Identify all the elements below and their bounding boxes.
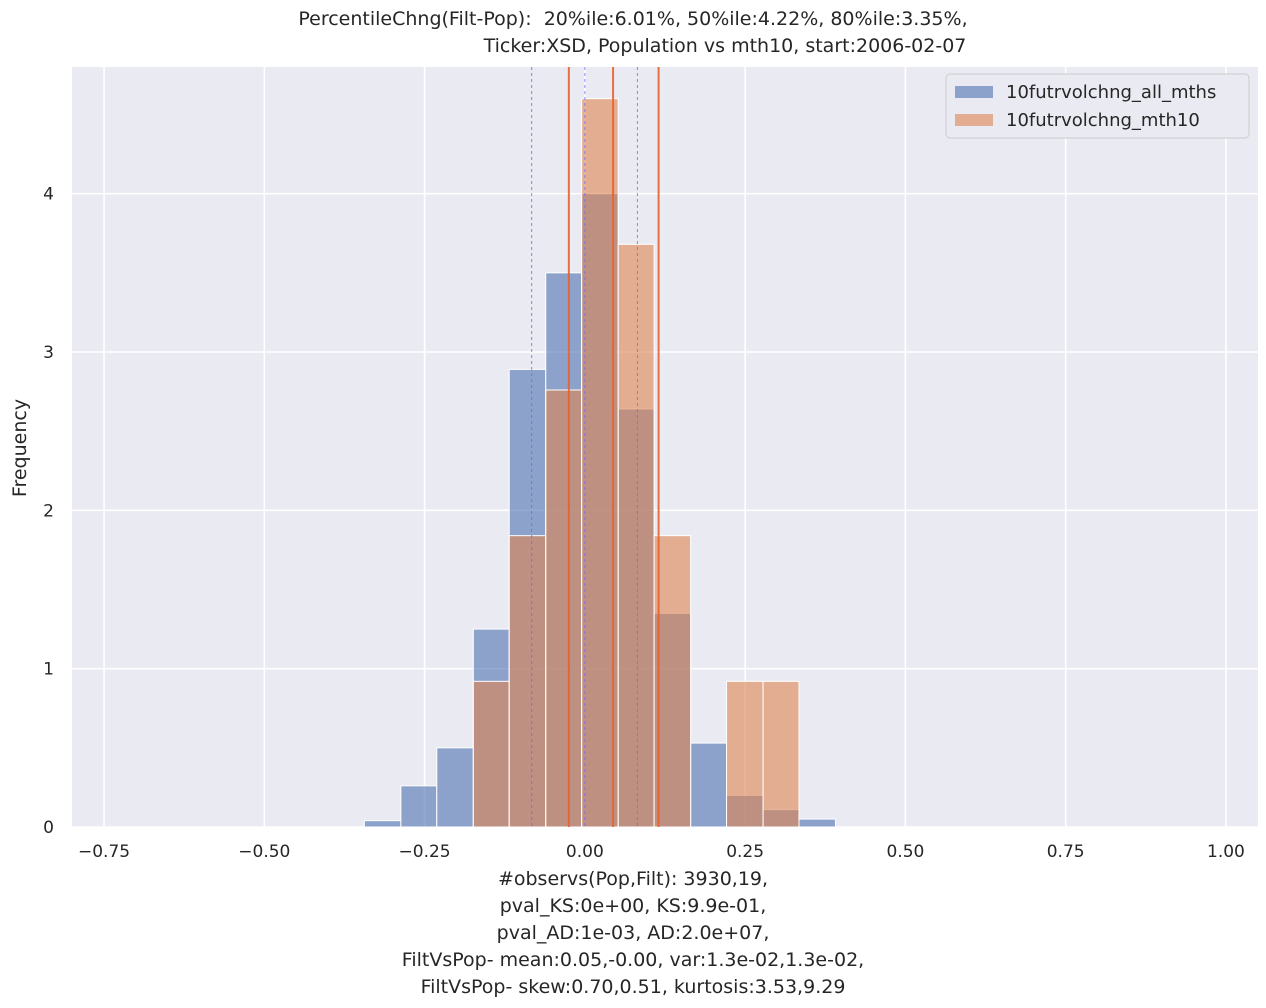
x-tick-label: −0.25 — [399, 842, 451, 862]
chart-title-line-2: Ticker:XSD, Population vs mth10, start:2… — [483, 35, 967, 57]
x-tick-label: 0.50 — [886, 842, 924, 862]
x-axis-label-line-1: #observs(Pop,Filt): 3930,19, — [497, 868, 769, 890]
x-tick-label: 0.25 — [726, 842, 764, 862]
y-tick-label: 1 — [43, 660, 54, 680]
filtered-bar — [726, 680, 764, 828]
x-tick-label: −0.75 — [78, 842, 130, 862]
x-tick-label: −0.50 — [238, 842, 290, 862]
y-tick-label: 4 — [43, 185, 54, 205]
filtered-bar — [508, 535, 547, 828]
y-tick-label: 3 — [43, 343, 54, 363]
x-axis-label-line-2: pval_KS:0e+00, KS:9.9e-01, — [499, 895, 767, 917]
y-tick-label: 2 — [43, 501, 54, 521]
filtered-bar — [762, 680, 800, 828]
filtered-bar — [472, 680, 510, 828]
legend-box — [945, 73, 1250, 139]
population-bar — [363, 820, 402, 828]
population-bar — [436, 747, 474, 828]
legend-label-population: 10futrvolchng_all_mths — [1006, 82, 1216, 103]
axis-ticks: −0.75 −0.50 −0.25 0.00 0.25 0.50 0.75 1.00 0 1 2 3 4 — [43, 185, 1245, 862]
x-tick-label: 1.00 — [1207, 842, 1245, 862]
legend-swatch-filtered — [955, 114, 993, 126]
legend-swatch-population — [955, 86, 993, 98]
y-tick-label: 0 — [43, 818, 54, 838]
percentile-lines — [531, 67, 660, 827]
legend: 10futrvolchng_all_mths 10futrvolchng_mth… — [945, 73, 1250, 139]
x-axis-label-line-4: FiltVsPop- mean:0.05,-0.00, var:1.3e-02,… — [401, 949, 865, 971]
population-bar — [798, 818, 837, 828]
chart-title-line-1: PercentileChng(Filt-Pop): 20%ile:6.01%, … — [298, 8, 968, 30]
population-bar — [690, 742, 728, 828]
legend-label-filtered: 10futrvolchng_mth10 — [1006, 110, 1200, 131]
filtered-bar — [617, 243, 655, 828]
x-tick-label: 0.00 — [566, 842, 604, 862]
x-tick-label: 0.75 — [1047, 842, 1085, 862]
x-axis-label-line-5: FiltVsPop- skew:0.70,0.51, kurtosis:3.53… — [420, 976, 846, 998]
filtered-bar — [545, 389, 583, 828]
filtered-bar — [653, 535, 692, 828]
population-bar — [400, 785, 438, 828]
x-axis-label-line-3: pval_AD:1e-03, AD:2.0e+07, — [496, 922, 770, 944]
